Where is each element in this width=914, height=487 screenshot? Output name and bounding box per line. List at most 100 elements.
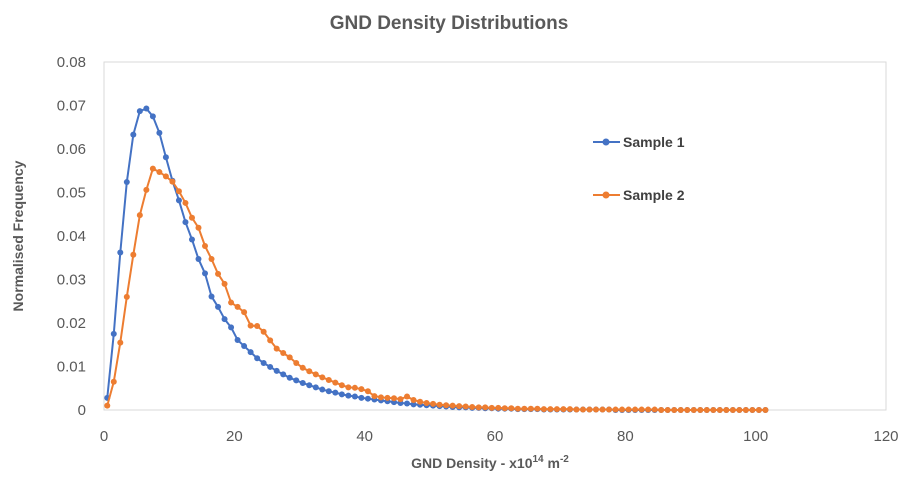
data-point — [260, 360, 267, 367]
data-point — [234, 336, 241, 343]
data-point — [319, 374, 326, 381]
data-point — [443, 402, 450, 409]
plot-area-border — [103, 61, 887, 411]
data-point — [221, 316, 228, 323]
x-tick-label: 40 — [356, 428, 373, 445]
data-point — [423, 400, 430, 407]
data-point — [247, 349, 254, 356]
data-point — [208, 256, 215, 263]
series-2 — [104, 165, 769, 413]
y-tick-label: 0.07 — [57, 98, 86, 115]
x-axis-label-unit-exponent: -2 — [560, 454, 569, 465]
data-point — [351, 393, 358, 400]
data-point — [345, 384, 352, 391]
data-point — [625, 406, 632, 413]
x-tick-label: 100 — [743, 428, 768, 445]
data-point — [299, 380, 306, 387]
data-point — [619, 406, 626, 413]
data-point — [351, 384, 358, 391]
data-point — [241, 309, 248, 316]
data-point — [364, 395, 371, 402]
data-point — [299, 364, 306, 371]
data-point — [762, 407, 769, 413]
data-point — [697, 407, 704, 413]
x-axis-ticks: 0 20 40 60 80 100 120 — [100, 428, 899, 445]
data-point — [332, 379, 339, 386]
data-point — [677, 407, 684, 413]
x-tick-label: 120 — [873, 428, 898, 445]
data-point — [195, 224, 202, 231]
data-point — [143, 186, 150, 193]
data-point — [390, 395, 397, 402]
y-axis-ticks: 0 0.01 0.02 0.03 0.04 0.05 0.06 0.07 0.08 — [57, 54, 86, 419]
data-point — [202, 270, 209, 277]
data-point — [410, 397, 417, 403]
data-point — [117, 249, 124, 256]
data-point — [188, 236, 195, 243]
data-point — [671, 407, 678, 413]
series-line — [106, 107, 766, 411]
data-point — [684, 407, 691, 413]
data-point — [247, 322, 254, 329]
data-point — [260, 328, 267, 335]
data-point — [345, 392, 352, 399]
data-point — [162, 154, 169, 161]
data-point — [593, 406, 600, 413]
data-point — [286, 354, 293, 361]
data-point — [188, 214, 195, 221]
data-point — [254, 355, 261, 362]
data-point — [286, 374, 293, 381]
x-tick-label: 20 — [226, 428, 243, 445]
legend-swatch-marker — [602, 191, 610, 199]
y-tick-label: 0.01 — [57, 359, 86, 376]
y-tick-label: 0.04 — [57, 228, 86, 245]
data-point — [104, 402, 111, 409]
data-point — [475, 404, 482, 411]
data-point — [658, 407, 665, 413]
data-point — [632, 406, 639, 413]
data-point — [123, 179, 130, 186]
data-point — [267, 363, 274, 370]
data-point — [136, 108, 143, 115]
data-point — [410, 401, 417, 408]
data-point — [358, 386, 365, 393]
data-point — [162, 173, 169, 180]
data-point — [723, 407, 730, 413]
data-point — [716, 407, 723, 413]
data-point — [182, 199, 189, 206]
y-tick-label: 0.03 — [57, 272, 86, 289]
data-point — [586, 406, 593, 413]
data-point — [404, 400, 411, 407]
data-point — [449, 402, 456, 409]
data-point — [319, 386, 326, 393]
data-point — [306, 368, 313, 375]
data-point — [273, 345, 280, 352]
data-point — [417, 398, 424, 405]
series-layer — [104, 105, 769, 413]
data-point — [690, 407, 697, 413]
data-point — [579, 406, 586, 413]
y-tick-label: 0.08 — [57, 54, 86, 71]
x-tick-label: 0 — [100, 428, 108, 445]
legend-label-sample-2: Sample 2 — [623, 187, 685, 203]
data-point — [325, 388, 332, 395]
legend-entry-sample-1: Sample 1 — [593, 134, 685, 150]
data-point — [540, 406, 547, 413]
data-point — [749, 407, 756, 413]
data-point — [338, 391, 345, 398]
x-tick-label: 80 — [617, 428, 634, 445]
data-point — [645, 406, 652, 413]
chart-title: GND Density Distributions — [330, 13, 569, 34]
data-point — [606, 406, 613, 413]
data-point — [508, 405, 515, 412]
data-point — [280, 371, 287, 378]
data-point — [521, 405, 528, 412]
data-point — [404, 393, 411, 400]
data-point — [110, 378, 117, 385]
data-point — [110, 330, 117, 337]
data-point — [501, 405, 508, 412]
data-point — [612, 406, 619, 413]
data-point — [469, 403, 476, 410]
data-point — [664, 407, 671, 413]
data-point — [514, 405, 521, 412]
